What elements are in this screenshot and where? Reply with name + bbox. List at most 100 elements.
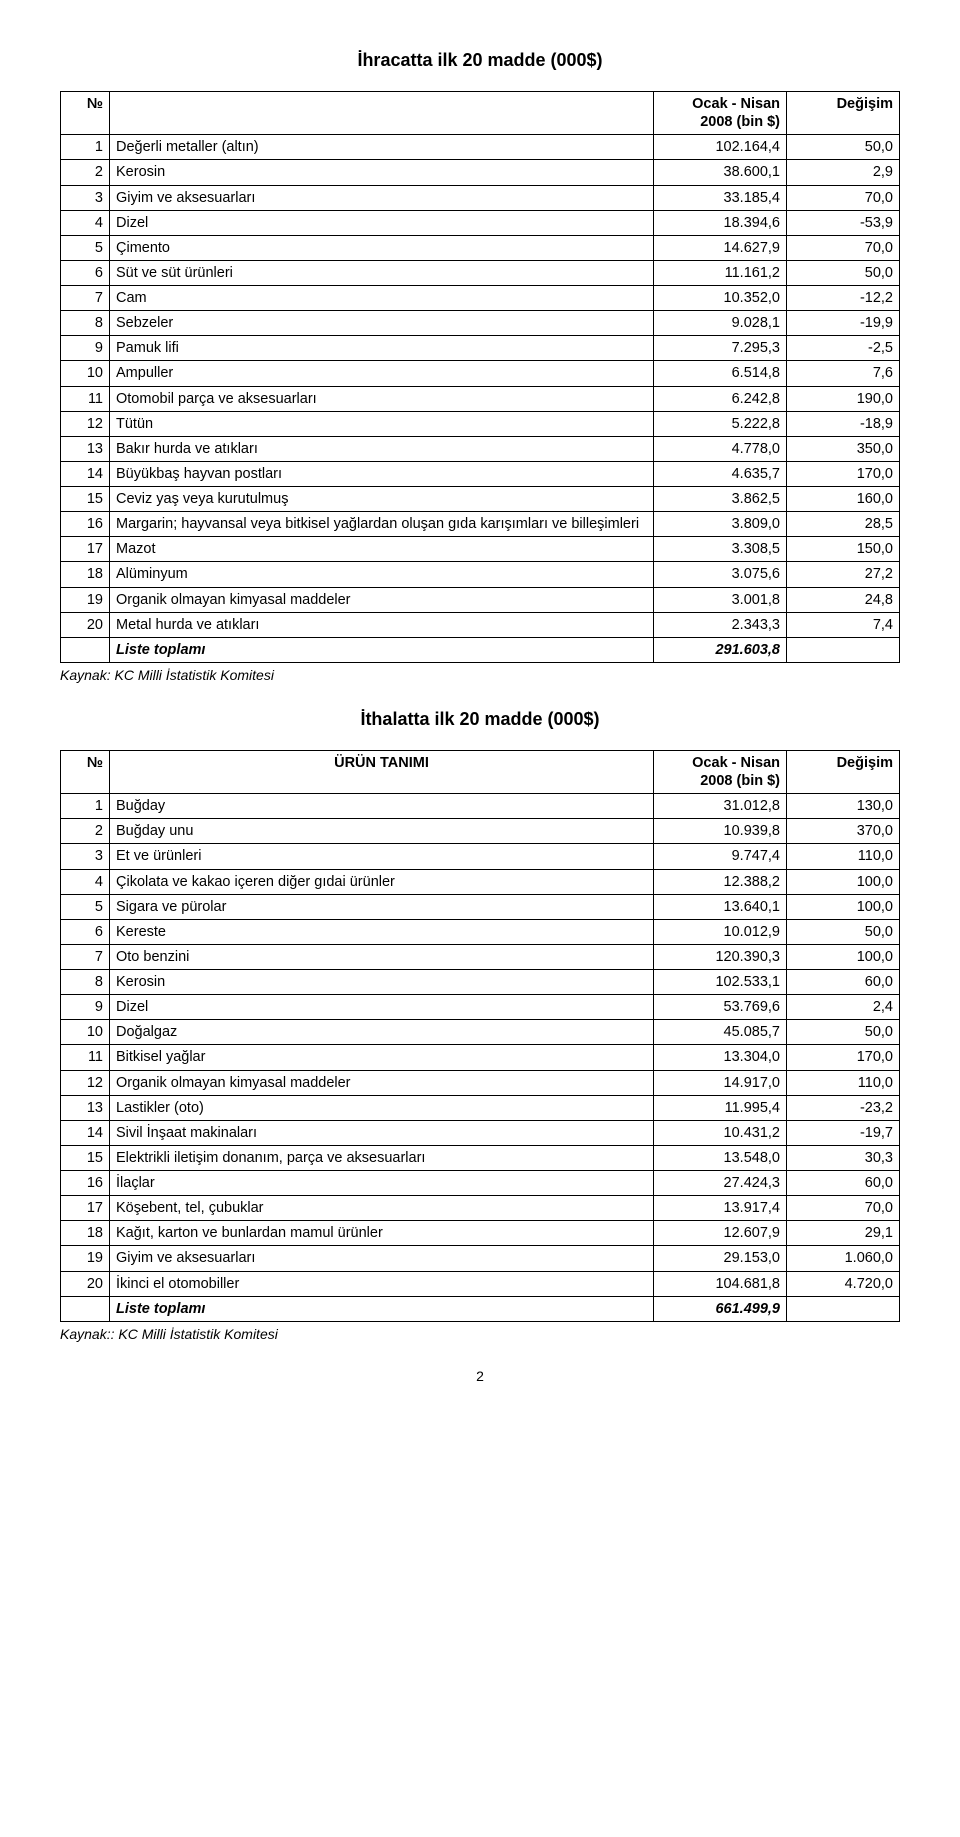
row-name: İlaçlar	[110, 1171, 654, 1196]
table-row: 16İlaçlar27.424,360,0	[61, 1171, 900, 1196]
export-source: Kaynak: KC Milli İstatistik Komitesi	[60, 667, 900, 683]
row-name: Organik olmayan kimyasal maddeler	[110, 1070, 654, 1095]
row-change: 150,0	[787, 537, 900, 562]
row-value: 6.242,8	[654, 386, 787, 411]
row-value: 5.222,8	[654, 411, 787, 436]
row-num: 2	[61, 160, 110, 185]
import-source: Kaynak:: KC Milli İstatistik Komitesi	[60, 1326, 900, 1342]
row-value: 10.431,2	[654, 1120, 787, 1145]
row-change: -12,2	[787, 286, 900, 311]
list-total-label: Liste toplamı	[110, 1296, 654, 1321]
row-num: 20	[61, 612, 110, 637]
row-value: 10.012,9	[654, 919, 787, 944]
table-row: 1Buğday31.012,8130,0	[61, 794, 900, 819]
row-name: Cam	[110, 286, 654, 311]
row-value: 13.304,0	[654, 1045, 787, 1070]
row-change: 110,0	[787, 844, 900, 869]
table-row: 10Ampuller6.514,87,6	[61, 361, 900, 386]
row-change: 28,5	[787, 512, 900, 537]
table-row: 2Buğday unu10.939,8370,0	[61, 819, 900, 844]
list-total-row: Liste toplamı661.499,9	[61, 1296, 900, 1321]
table-row: 1Değerli metaller (altın)102.164,450,0	[61, 135, 900, 160]
row-change: -23,2	[787, 1095, 900, 1120]
row-num: 12	[61, 411, 110, 436]
list-total-change	[787, 1296, 900, 1321]
row-name: Giyim ve aksesuarları	[110, 1246, 654, 1271]
row-value: 10.939,8	[654, 819, 787, 844]
table-row: 16Margarin; hayvansal veya bitkisel yağl…	[61, 512, 900, 537]
row-value: 9.028,1	[654, 311, 787, 336]
table-row: 13Bakır hurda ve atıkları4.778,0350,0	[61, 436, 900, 461]
row-change: 24,8	[787, 587, 900, 612]
row-change: 130,0	[787, 794, 900, 819]
row-name: Kereste	[110, 919, 654, 944]
row-change: -19,7	[787, 1120, 900, 1145]
row-value: 27.424,3	[654, 1171, 787, 1196]
table-row: 8Sebzeler9.028,1-19,9	[61, 311, 900, 336]
hdr-no2: №	[61, 750, 110, 793]
row-num: 18	[61, 1221, 110, 1246]
row-num: 13	[61, 436, 110, 461]
row-num: 18	[61, 562, 110, 587]
table-row: 12Organik olmayan kimyasal maddeler14.91…	[61, 1070, 900, 1095]
row-value: 18.394,6	[654, 210, 787, 235]
row-num: 9	[61, 336, 110, 361]
row-value: 7.295,3	[654, 336, 787, 361]
row-name: Doğalgaz	[110, 1020, 654, 1045]
row-num: 4	[61, 210, 110, 235]
row-change: 110,0	[787, 1070, 900, 1095]
row-value: 102.533,1	[654, 970, 787, 995]
row-change: 2,9	[787, 160, 900, 185]
row-change: 100,0	[787, 894, 900, 919]
hdr-period2-l2: 2008 (bin $)	[660, 772, 780, 790]
table-row: 5Sigara ve pürolar13.640,1100,0	[61, 894, 900, 919]
row-value: 10.352,0	[654, 286, 787, 311]
row-num	[61, 637, 110, 662]
row-value: 13.640,1	[654, 894, 787, 919]
row-name: Bitkisel yağlar	[110, 1045, 654, 1070]
row-change: 1.060,0	[787, 1246, 900, 1271]
table-row: 6Süt ve süt ürünleri11.161,250,0	[61, 260, 900, 285]
row-num: 1	[61, 135, 110, 160]
table-row: 17Köşebent, tel, çubuklar13.917,470,0	[61, 1196, 900, 1221]
import-title: İthalatta ilk 20 madde (000$)	[60, 709, 900, 730]
hdr-period-l1: Ocak - Nisan	[660, 95, 780, 113]
row-change: 60,0	[787, 1171, 900, 1196]
row-num: 16	[61, 1171, 110, 1196]
row-name: Değerli metaller (altın)	[110, 135, 654, 160]
row-name: Büyükbaş hayvan postları	[110, 461, 654, 486]
row-name: Ampuller	[110, 361, 654, 386]
row-change: -2,5	[787, 336, 900, 361]
row-value: 3.308,5	[654, 537, 787, 562]
row-name: Kerosin	[110, 160, 654, 185]
row-num: 3	[61, 844, 110, 869]
row-value: 13.548,0	[654, 1145, 787, 1170]
hdr-period2: Ocak - Nisan 2008 (bin $)	[654, 750, 787, 793]
row-value: 104.681,8	[654, 1271, 787, 1296]
row-change: -19,9	[787, 311, 900, 336]
row-change: 170,0	[787, 1045, 900, 1070]
table-row: 9Dizel53.769,62,4	[61, 995, 900, 1020]
row-change: 370,0	[787, 819, 900, 844]
row-num: 2	[61, 819, 110, 844]
row-name: Alüminyum	[110, 562, 654, 587]
row-value: 9.747,4	[654, 844, 787, 869]
row-num: 6	[61, 260, 110, 285]
row-num: 17	[61, 1196, 110, 1221]
row-num: 19	[61, 587, 110, 612]
row-name: Sivil İnşaat makinaları	[110, 1120, 654, 1145]
row-num: 8	[61, 311, 110, 336]
table-row: 20Metal hurda ve atıkları2.343,37,4	[61, 612, 900, 637]
row-value: 4.778,0	[654, 436, 787, 461]
row-num: 16	[61, 512, 110, 537]
row-name: Pamuk lifi	[110, 336, 654, 361]
row-change: 4.720,0	[787, 1271, 900, 1296]
page-number: 2	[60, 1368, 900, 1384]
row-name: İkinci el otomobiller	[110, 1271, 654, 1296]
row-change: -18,9	[787, 411, 900, 436]
row-value: 2.343,3	[654, 612, 787, 637]
row-value: 11.995,4	[654, 1095, 787, 1120]
table-row: 13Lastikler (oto)11.995,4-23,2	[61, 1095, 900, 1120]
row-num: 19	[61, 1246, 110, 1271]
row-num: 5	[61, 235, 110, 260]
